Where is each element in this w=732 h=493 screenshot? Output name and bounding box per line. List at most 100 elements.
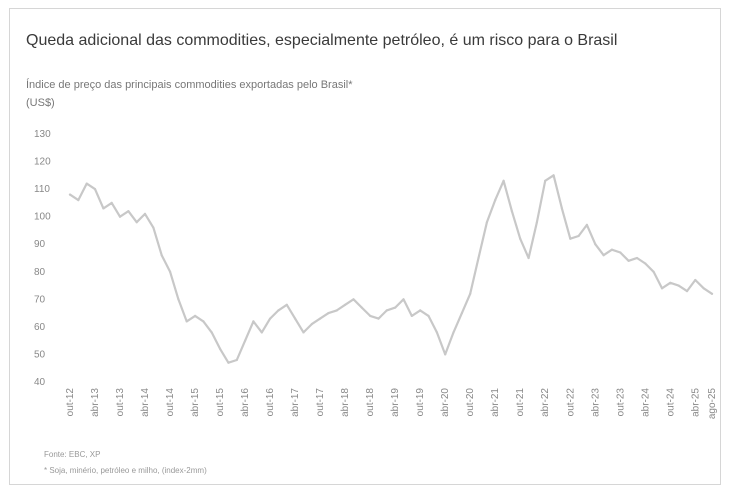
x-tick-label: abr-15 xyxy=(190,388,201,417)
data-point xyxy=(335,309,338,312)
x-tick-label: abr-22 xyxy=(540,388,551,417)
data-point xyxy=(694,278,697,282)
data-point xyxy=(585,223,589,226)
data-point xyxy=(227,361,230,364)
series-layer xyxy=(68,174,714,364)
data-point xyxy=(635,256,639,260)
y-tick-label: 70 xyxy=(34,294,46,305)
data-point xyxy=(660,287,664,290)
data-point xyxy=(394,306,397,309)
x-tick-label: abr-25 xyxy=(690,388,701,417)
data-point xyxy=(169,270,172,273)
data-point xyxy=(135,221,138,224)
data-point xyxy=(244,339,247,342)
data-point xyxy=(302,331,305,334)
data-point xyxy=(627,259,630,262)
x-tick-label: out-12 xyxy=(65,388,76,417)
data-point xyxy=(669,281,672,284)
data-point xyxy=(344,303,347,306)
y-axis: 130 120 110 100 90 80 70 60 50 40 xyxy=(34,129,51,388)
data-point xyxy=(310,323,313,326)
data-point xyxy=(569,237,572,240)
data-point xyxy=(85,182,88,185)
x-tick-label: abr-18 xyxy=(340,388,351,417)
data-point xyxy=(202,320,205,323)
data-point xyxy=(269,317,272,320)
data-point xyxy=(494,199,497,202)
data-point xyxy=(294,317,297,320)
chart-title: Queda adicional das commodities, especia… xyxy=(26,32,618,49)
y-tick-label: 90 xyxy=(34,239,46,250)
chart-subtitle: Índice de preço das principais commoditi… xyxy=(26,79,353,91)
data-point xyxy=(143,212,147,215)
data-point xyxy=(210,331,213,334)
x-tick-label: abr-19 xyxy=(390,388,401,417)
data-point xyxy=(544,179,547,182)
data-point xyxy=(677,284,680,287)
x-tick-label: out-13 xyxy=(115,388,126,417)
data-point xyxy=(68,193,72,196)
x-tick-label: abr-17 xyxy=(290,388,301,417)
data-point xyxy=(402,298,405,301)
data-point xyxy=(535,221,539,224)
data-point xyxy=(252,320,255,323)
data-point xyxy=(118,215,122,218)
x-tick-label: out-15 xyxy=(215,388,226,417)
data-point xyxy=(352,298,355,301)
data-point xyxy=(93,188,97,191)
x-tick-label: out-17 xyxy=(315,388,326,417)
x-tick-label: abr-23 xyxy=(590,388,601,417)
x-tick-label: out-24 xyxy=(665,388,676,417)
x-tick-label: abr-16 xyxy=(240,388,251,417)
data-point xyxy=(260,331,263,334)
x-tick-label: out-14 xyxy=(165,388,176,417)
x-tick-label: out-22 xyxy=(565,388,576,417)
data-point xyxy=(110,201,113,204)
footnote: * Soja, minério, petróleo e milho, (inde… xyxy=(44,466,207,475)
y-tick-label: 80 xyxy=(34,267,46,278)
data-point xyxy=(219,347,222,350)
data-point xyxy=(185,320,188,323)
series-line xyxy=(68,174,714,364)
data-point xyxy=(319,317,322,320)
x-tick-label: ago-25 xyxy=(707,388,718,420)
y-tick-label: 40 xyxy=(34,377,46,388)
data-point xyxy=(127,210,130,213)
data-point xyxy=(602,254,605,257)
data-point xyxy=(685,290,689,293)
data-point xyxy=(160,254,163,257)
chart-unit-label: (US$) xyxy=(26,97,55,109)
data-point xyxy=(594,243,597,246)
data-point xyxy=(177,298,180,301)
data-point xyxy=(194,314,197,317)
x-tick-label: abr-14 xyxy=(140,388,151,417)
data-point xyxy=(419,309,422,312)
data-point xyxy=(385,309,388,312)
data-point xyxy=(610,248,614,251)
y-tick-label: 50 xyxy=(34,349,46,360)
data-point xyxy=(410,314,413,317)
data-point xyxy=(502,179,505,182)
x-tick-label: out-18 xyxy=(365,388,376,417)
data-point xyxy=(577,234,580,238)
data-point xyxy=(477,256,480,260)
x-tick-label: abr-21 xyxy=(490,388,501,417)
data-point xyxy=(652,270,655,273)
data-point xyxy=(435,331,438,334)
data-point xyxy=(702,287,705,290)
data-point xyxy=(77,199,80,202)
data-point xyxy=(369,314,372,317)
x-tick-label: out-23 xyxy=(615,388,626,417)
y-tick-label: 60 xyxy=(34,322,46,333)
data-point xyxy=(527,256,530,260)
y-tick-label: 100 xyxy=(34,212,51,223)
data-point xyxy=(560,207,564,210)
data-point xyxy=(285,303,288,306)
data-point xyxy=(510,210,513,213)
data-point xyxy=(102,207,105,210)
data-point xyxy=(444,353,447,356)
data-point xyxy=(485,221,488,224)
data-point xyxy=(552,174,555,177)
data-point xyxy=(619,251,622,254)
